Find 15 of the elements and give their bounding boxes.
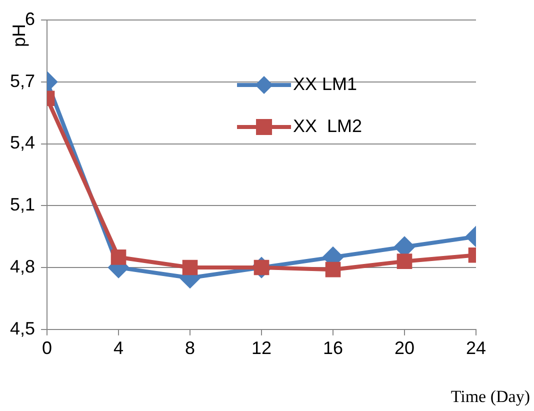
y-tick-label: 5,7	[10, 70, 36, 91]
x-tick-label: 16	[322, 338, 344, 358]
legend-label: XX LM2	[293, 116, 362, 136]
legend-label: XX LM1	[293, 74, 358, 94]
y-tick-label: 4,5	[10, 318, 36, 338]
x-tick-label: 24	[466, 338, 486, 358]
x-tick-label: 12	[251, 338, 272, 358]
y-tick-label: 5,4	[10, 132, 36, 153]
x-tick-label: 0	[42, 338, 52, 358]
x-tick-label: 4	[114, 338, 124, 358]
x-tick-label: 20	[394, 338, 415, 358]
y-tick-label: 4,8	[10, 256, 36, 276]
x-tick-label: 8	[185, 338, 196, 358]
y-tick-label: 5,1	[10, 194, 36, 215]
x-axis-title: Time (Day)	[450, 387, 530, 406]
